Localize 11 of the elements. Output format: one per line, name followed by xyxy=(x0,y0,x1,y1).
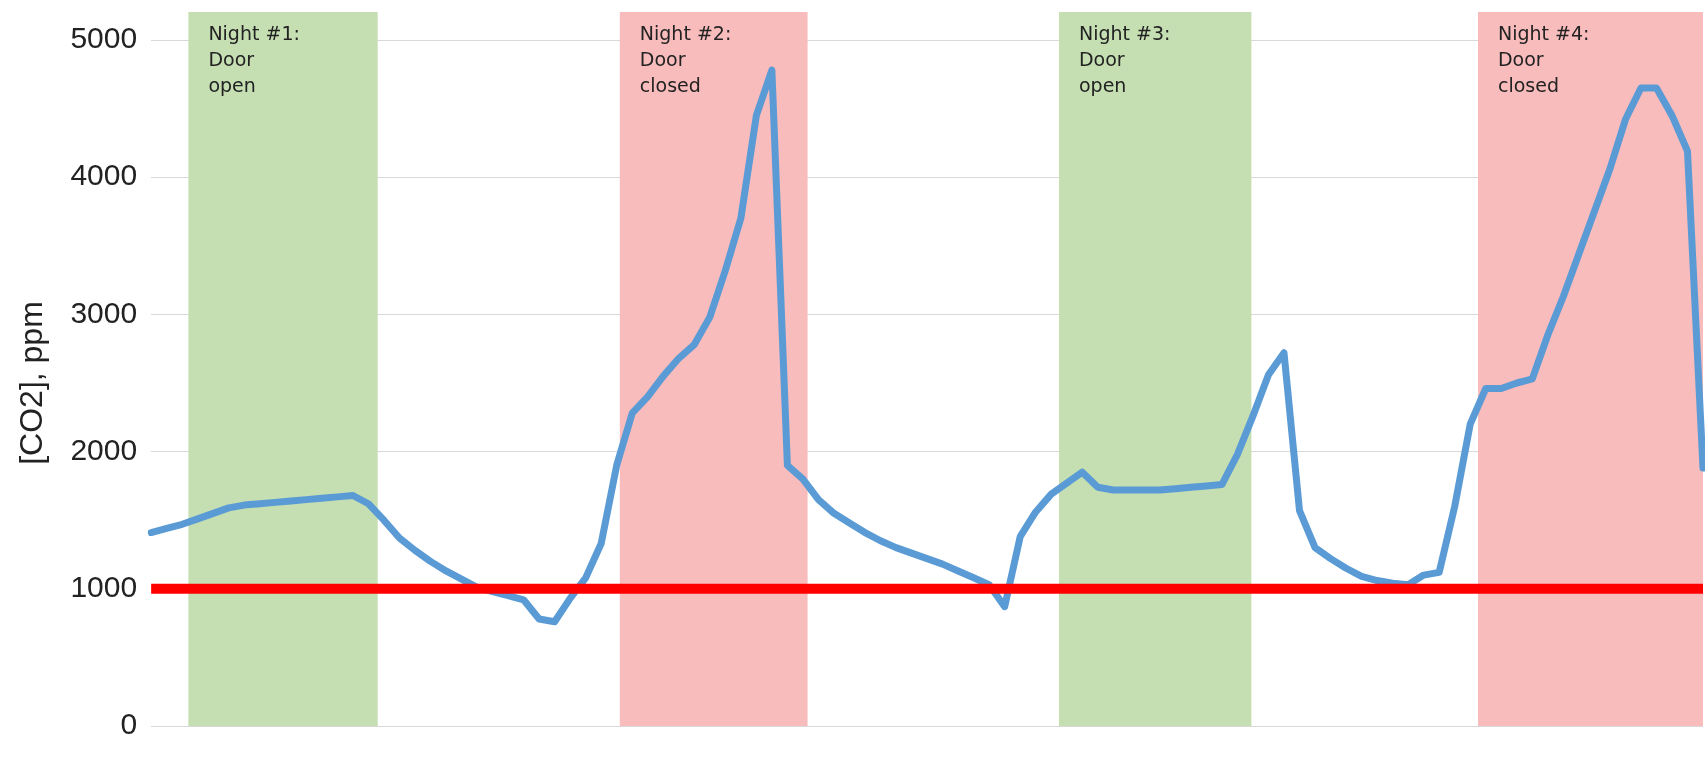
y-tick-label: 1000 xyxy=(70,570,138,604)
annotation: Night #3: Door open xyxy=(1078,22,1171,97)
annotation: Night #1: Door open xyxy=(208,22,300,97)
y-tick-label: 0 xyxy=(120,707,138,741)
y-tick-label: 3000 xyxy=(70,295,138,329)
y-axis-title: [CO2], ppm xyxy=(13,301,50,465)
annotation: Night #4: Door closed xyxy=(1497,22,1590,97)
y-tick-label: 4000 xyxy=(70,158,138,192)
y-tick-label: 2000 xyxy=(70,432,138,466)
y-tick-label: 5000 xyxy=(70,21,138,55)
annotation: Night #2: Door closed xyxy=(639,22,732,97)
